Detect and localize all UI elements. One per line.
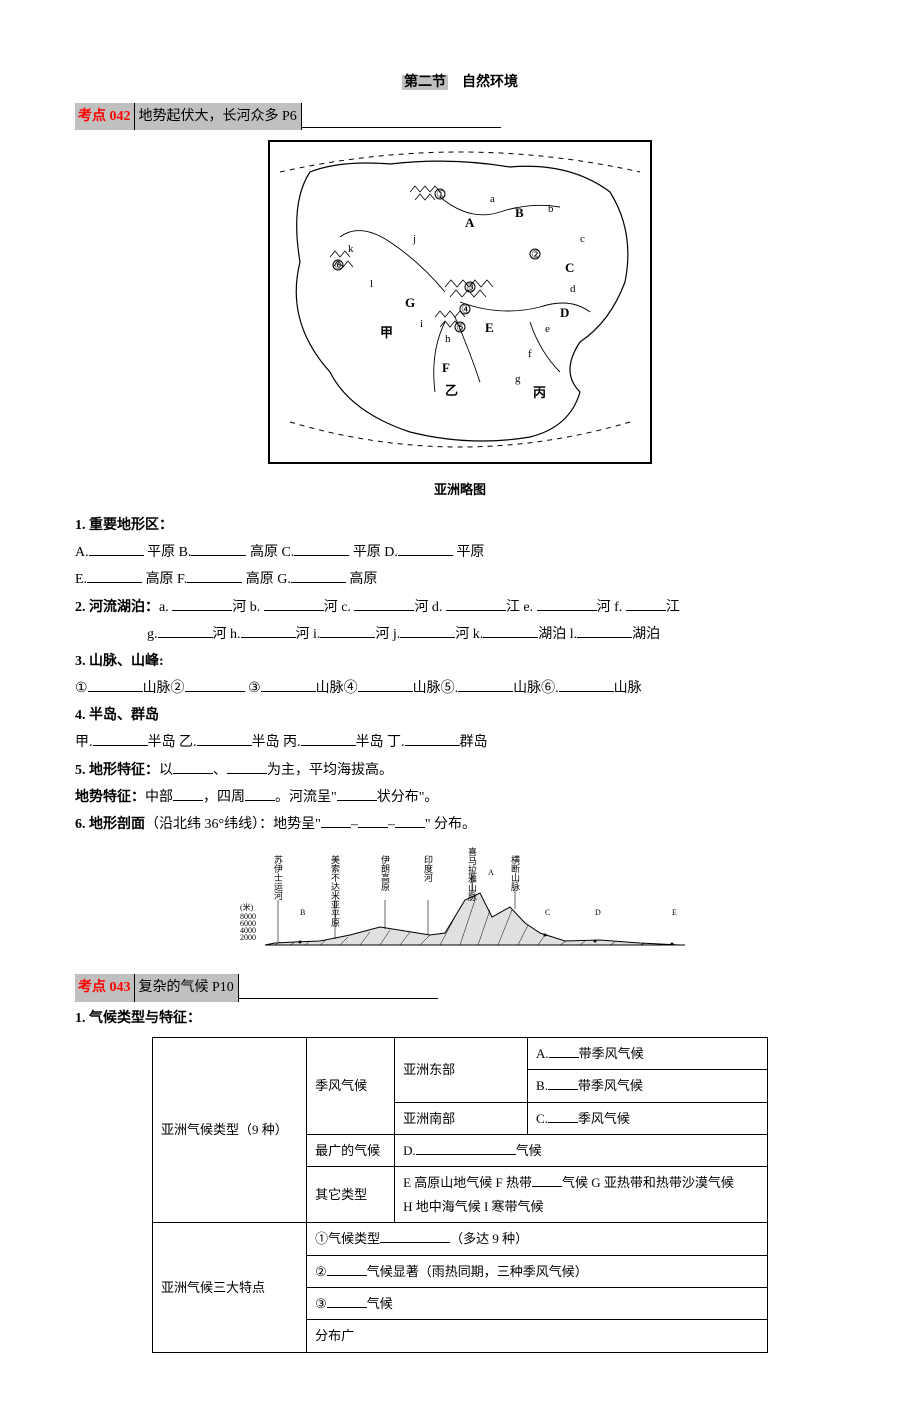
svg-text:乙: 乙 (445, 383, 458, 398)
svg-text:i: i (420, 318, 423, 330)
svg-text:C: C (565, 260, 574, 275)
terrain-profile: (米) 8000 6000 4000 2000 苏伊士运河 美索不达米亚平原 伊… (75, 845, 845, 964)
section-title: 第二节 自然环境 (75, 70, 845, 95)
cell-f2: ②气候显著（雨热同期，三种季风气候） (307, 1255, 768, 1287)
cell-east: 亚洲东部 (395, 1037, 528, 1102)
table-row: 亚洲气候三大特点 ①气候类型（多达 9 种） (153, 1223, 768, 1255)
section-main: 自然环境 (462, 75, 518, 90)
svg-text:伊朗高原: 伊朗高原 (380, 854, 390, 891)
svg-text:F: F (442, 360, 450, 375)
topic-043-text: 复杂的气候 P10 (135, 974, 239, 1001)
svg-text:①: ① (436, 189, 446, 201)
topic-043-row: 考点 043 复杂的气候 P10 (75, 974, 845, 1001)
map-caption: 亚洲略图 (75, 478, 845, 501)
topic-spacer-2 (238, 976, 438, 999)
cell-other: 其它类型 (307, 1167, 395, 1223)
q5b-line: 地势特征：中部，四周。河流呈"状分布"。 (75, 785, 845, 810)
cell-f1: ①气候类型（多达 9 种） (307, 1223, 768, 1255)
topic-042-badge: 考点 042 (75, 103, 135, 130)
svg-text:美索不达米亚平原: 美索不达米亚平原 (330, 854, 340, 927)
svg-text:印度河: 印度河 (423, 854, 433, 882)
q6-line: 6. 地形剖面（沿北纬 36°纬线）：地势呈"––" 分布。 (75, 812, 845, 837)
svg-text:②: ② (531, 249, 541, 261)
cell-efghi: E 高原山地气候 F 热带气候 G 亚热带和热带沙漠气候 H 地中海气候 I 寒… (395, 1167, 768, 1223)
profile-svg: (米) 8000 6000 4000 2000 苏伊士运河 美索不达米亚平原 伊… (220, 845, 700, 955)
svg-text:b: b (548, 203, 554, 215)
svg-text:A: A (465, 215, 475, 230)
svg-text:a: a (490, 193, 495, 205)
q3-line1: ①山脉② ③山脉④山脉⑤.山脉⑥.山脉 (75, 676, 845, 701)
svg-text:j: j (412, 233, 416, 245)
svg-text:e: e (545, 323, 550, 335)
cell-south: 亚洲南部 (395, 1102, 528, 1134)
q5-line: 5. 地形特征：以、为主，平均海拔高。 (75, 758, 845, 783)
svg-text:⑤: ⑤ (456, 322, 466, 334)
svg-text:丙: 丙 (533, 385, 546, 400)
cell-types: 亚洲气候类型（9 种） (153, 1037, 307, 1222)
svg-text:k: k (348, 243, 354, 255)
cell-a: A.带季风气候 (527, 1037, 767, 1069)
svg-text:喜马拉雅山脉: 喜马拉雅山脉 (467, 846, 477, 901)
asia-map: ① ② ③ ④ ⑤ ⑥ A B C D E F G j a b c d e f … (75, 140, 845, 473)
svg-text:⑥: ⑥ (334, 260, 344, 272)
cell-d: D.气候 (395, 1134, 768, 1166)
svg-text:(米): (米) (240, 902, 254, 912)
title-space (452, 75, 459, 90)
svg-text:苏伊士运河: 苏伊士运河 (273, 854, 283, 900)
svg-text:E: E (485, 320, 494, 335)
q3-title: 3. 山脉、山峰: (75, 649, 845, 674)
svg-text:甲: 甲 (380, 325, 393, 340)
svg-text:A: A (488, 868, 494, 877)
q1-line2: E. 高原 F. 高原 G. 高原 (75, 567, 845, 592)
svg-text:d: d (570, 283, 576, 295)
svg-text:横断山脉: 横断山脉 (510, 854, 520, 891)
topic-spacer (301, 105, 501, 128)
table-row: 亚洲气候类型（9 种） 季风气候 亚洲东部 A.带季风气候 (153, 1037, 768, 1069)
cell-3features: 亚洲气候三大特点 (153, 1223, 307, 1353)
svg-text:D: D (560, 305, 569, 320)
topic-043-badge: 考点 043 (75, 974, 135, 1001)
topic-042-text: 地势起伏大，长河众多 P6 (135, 103, 302, 130)
cell-monsoon: 季风气候 (307, 1037, 395, 1134)
svg-text:2000: 2000 (240, 933, 256, 942)
cell-f4: 分布广 (307, 1320, 768, 1352)
svg-text:E: E (672, 908, 677, 917)
svg-text:B: B (300, 908, 305, 917)
cell-f3: ③气候 (307, 1287, 768, 1319)
q1-line1: A. 平原 B. 高原 C. 平原 D. 平原 (75, 540, 845, 565)
svg-text:G: G (405, 295, 415, 310)
svg-text:D: D (595, 908, 601, 917)
svg-text:g: g (515, 373, 521, 385)
cell-widest: 最广的气候 (307, 1134, 395, 1166)
svg-text:③: ③ (466, 282, 476, 294)
q2-line1: 2. 河流湖泊：a. 河 b. 河 c. 河 d. 江 e. 河 f. 江 (75, 595, 845, 620)
map-svg: ① ② ③ ④ ⑤ ⑥ A B C D E F G j a b c d e f … (268, 140, 652, 464)
svg-text:c: c (580, 233, 585, 245)
climate-title: 1. 气候类型与特征： (75, 1006, 845, 1031)
cell-c: C.季风气候 (527, 1102, 767, 1134)
climate-table: 亚洲气候类型（9 种） 季风气候 亚洲东部 A.带季风气候 B.带季风气候 亚洲… (152, 1037, 768, 1353)
svg-text:f: f (528, 348, 532, 360)
q4-title: 4. 半岛、群岛 (75, 703, 845, 728)
svg-text:④: ④ (461, 304, 471, 316)
q1-title: 1. 重要地形区： (75, 513, 845, 538)
topic-042-row: 考点 042 地势起伏大，长河众多 P6 (75, 103, 845, 130)
cell-b: B.带季风气候 (527, 1070, 767, 1102)
svg-text:l: l (370, 278, 373, 290)
q4-line1: 甲.半岛 乙.半岛 丙.半岛 丁.群岛 (75, 730, 845, 755)
svg-text:h: h (445, 333, 451, 345)
q2-line2: g.河 h.河 i.河 j.河 k.湖泊 l.湖泊 (75, 622, 845, 647)
section-prefix: 第二节 (402, 75, 448, 90)
svg-text:C: C (545, 908, 550, 917)
svg-text:B: B (515, 205, 524, 220)
